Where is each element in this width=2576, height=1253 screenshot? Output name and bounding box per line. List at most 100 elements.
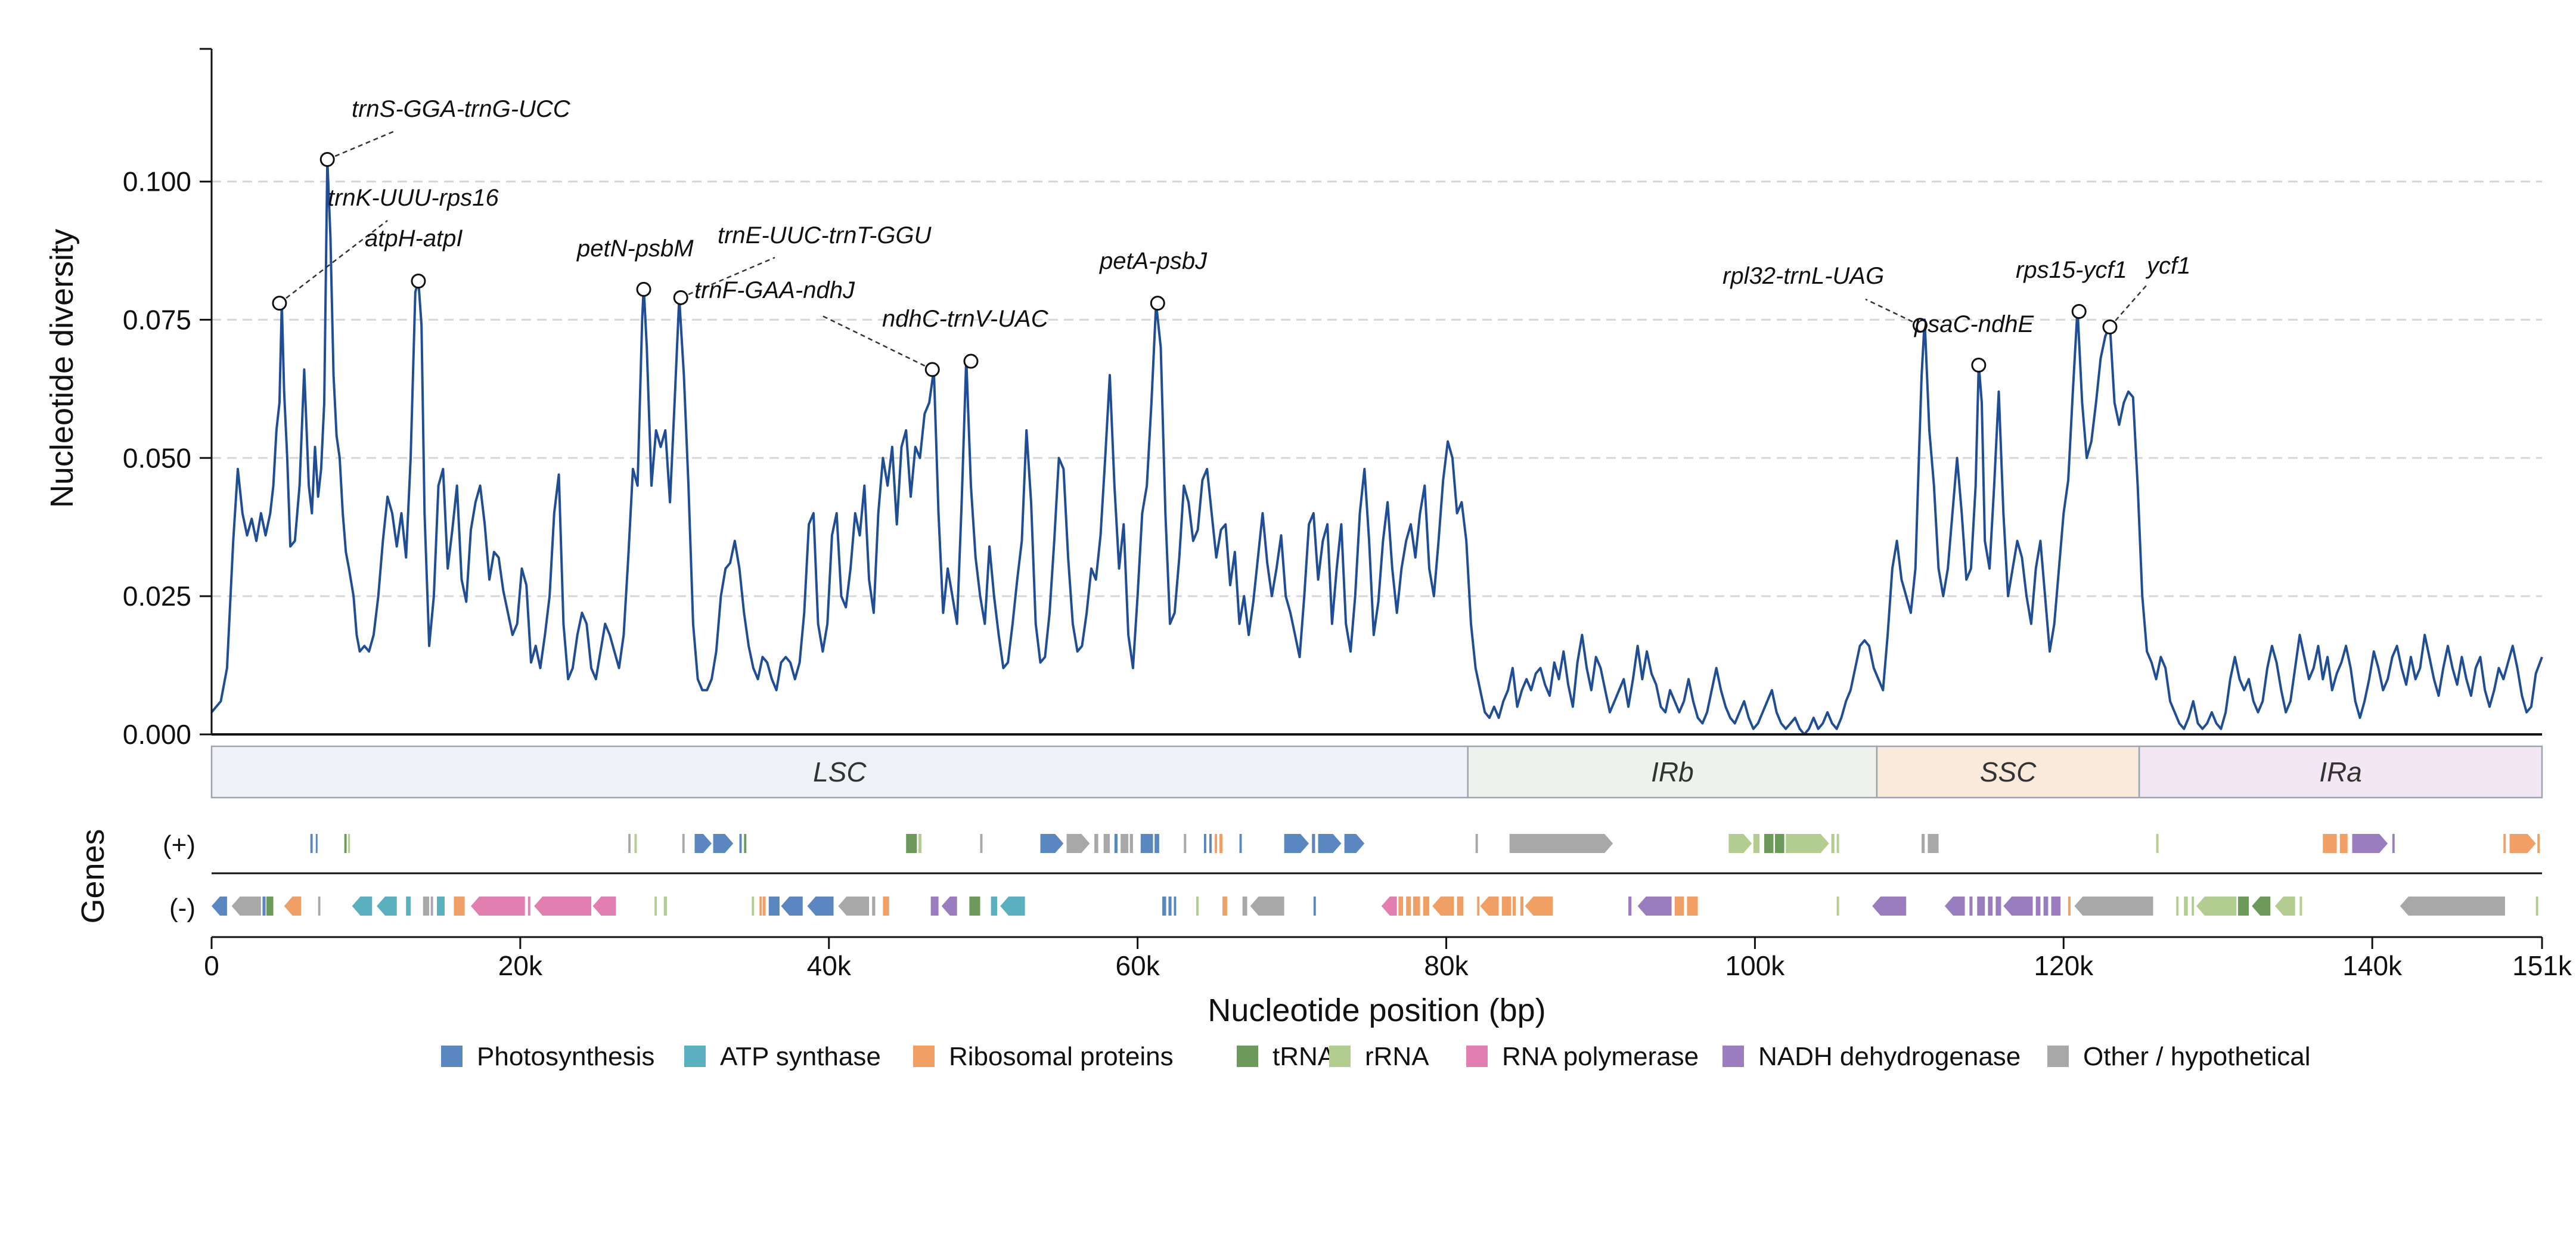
peak-label: psaC-ndhE — [1914, 311, 2034, 337]
gene-other — [1242, 897, 1247, 916]
region-track: LSC IRb SSC IRa — [210, 745, 2543, 799]
genes-track-label: Genes — [75, 829, 111, 923]
gene-other — [1922, 834, 1925, 853]
peak-label: trnE-UUC-trnT-GGU — [718, 222, 932, 249]
x-tick-label: 100k — [1725, 950, 1786, 981]
gene-trna — [266, 897, 274, 916]
gene-rrna — [1836, 834, 1839, 853]
gene-ribo — [2068, 897, 2071, 916]
plus-strand-label: (+) — [163, 830, 195, 860]
x-tick-label: 0 — [204, 950, 219, 981]
peak-label: atpH-atpI — [365, 225, 463, 252]
peak-marker — [963, 353, 979, 369]
minus-strand-label: (-) — [169, 894, 195, 923]
gene-photo — [739, 834, 742, 853]
gene-rrna — [2176, 897, 2179, 916]
gene-other — [1103, 834, 1110, 853]
gene-ndh — [2392, 834, 2395, 853]
gene-trna — [1775, 834, 1784, 853]
gene-atp — [352, 897, 373, 916]
region-label: IRb — [1651, 756, 1694, 787]
gene-rrna — [634, 834, 637, 853]
gene-rrna — [2275, 897, 2295, 916]
gene-photo — [1174, 897, 1177, 916]
gene-other — [1066, 834, 1090, 853]
region-ira — [2138, 745, 2543, 799]
gene-photo — [1318, 834, 1342, 853]
gene-rrna — [1786, 834, 1829, 853]
gene-photo — [262, 897, 266, 916]
gene-photo — [1154, 834, 1159, 853]
x-tick-label: 80k — [1424, 950, 1469, 981]
region-ssc — [1876, 745, 2140, 799]
peak-leader-line — [680, 256, 775, 299]
gene-other — [1509, 834, 1613, 853]
x-tick-label: 151k — [2512, 950, 2572, 981]
gene-ribo — [1480, 897, 1499, 916]
gene-ribo — [2537, 834, 2540, 853]
gene-trna — [969, 897, 980, 916]
gene-rrna — [918, 834, 922, 853]
legend-swatch-photo — [441, 1046, 463, 1067]
gene-ribo — [1512, 897, 1516, 916]
gene-ribo — [2509, 834, 2536, 853]
gene-photo — [1344, 834, 1365, 853]
gene-other — [1184, 834, 1187, 853]
gene-other — [838, 897, 870, 916]
gene-rnap — [592, 897, 616, 916]
gene-rrna — [2184, 897, 2188, 916]
gene-rrna — [663, 897, 667, 916]
gene-photo — [315, 834, 318, 853]
region-label: LSC — [813, 756, 867, 787]
gene-other — [872, 897, 876, 916]
gene-ndh — [1977, 897, 1985, 916]
gene-photo — [1312, 834, 1315, 853]
peak-marker — [272, 296, 287, 311]
gene-rrna — [1753, 834, 1760, 853]
gene-ndh — [1628, 897, 1632, 916]
gridlines — [212, 181, 2542, 597]
x-axis-title: Nucleotide position (bp) — [1208, 993, 1545, 1028]
peak-marker — [319, 151, 335, 167]
gene-ribo — [2323, 834, 2337, 853]
gene-rnap — [1381, 897, 1397, 916]
gene-photo — [1313, 897, 1316, 916]
gene-rrna — [1836, 897, 1839, 916]
gene-rrna — [2192, 897, 2195, 916]
diversity-line — [210, 158, 2543, 736]
gene-rrna — [348, 834, 350, 853]
gene-atp — [1000, 897, 1025, 916]
gene-ribo — [762, 897, 766, 916]
legend-label-atp: ATP synthase — [720, 1042, 881, 1071]
peak-label: trnK-UUU-rps16 — [328, 185, 499, 211]
gene-rnap — [527, 897, 530, 916]
gene-rnap — [471, 897, 525, 916]
gene-photo — [1284, 834, 1309, 853]
gene-other — [980, 834, 983, 853]
gene-ribo — [759, 897, 762, 916]
x-tick-label: 140k — [2342, 950, 2403, 981]
gene-ribo — [1501, 897, 1512, 916]
gene-other — [423, 897, 430, 916]
gene-other — [1094, 834, 1098, 853]
gene-ribo — [1413, 897, 1420, 916]
gene-ndh — [930, 897, 939, 916]
gene-photo — [713, 834, 734, 853]
gene-rrna — [1831, 834, 1835, 853]
y-tick-label: 0.075 — [123, 304, 191, 335]
gene-photo — [694, 834, 712, 853]
gene-photo — [1040, 834, 1064, 853]
legend-swatch-ribo — [913, 1046, 935, 1067]
gene-ribo — [454, 897, 465, 916]
gene-ndh — [2043, 897, 2049, 916]
gene-ribo — [1398, 897, 1404, 916]
peak-marker — [636, 281, 651, 297]
gene-photo — [310, 834, 313, 853]
peak-label: trnS-GGA-trnG-UCC — [352, 96, 571, 122]
gene-trna — [344, 834, 347, 853]
gene-photo — [1162, 897, 1166, 916]
gene-photo — [1239, 834, 1242, 853]
gene-ribo — [284, 897, 302, 916]
gene-ribo — [1674, 897, 1684, 916]
peak-marker — [673, 290, 688, 305]
